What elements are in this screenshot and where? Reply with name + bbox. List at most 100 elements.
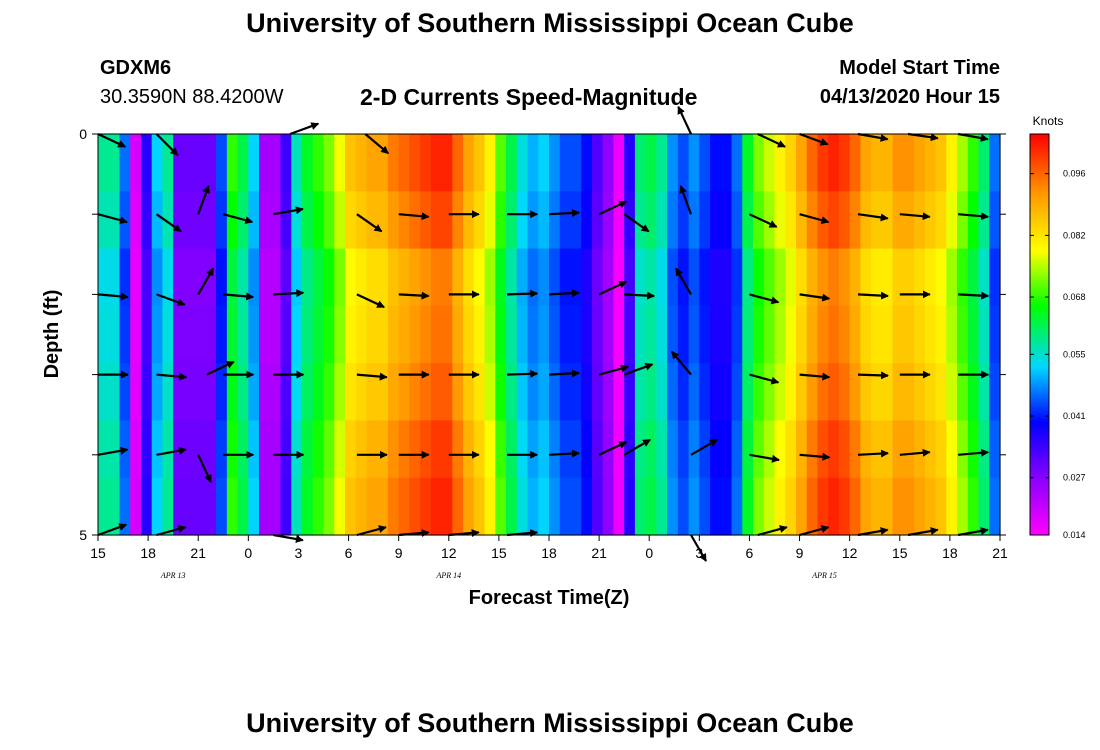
heatmap-cell: [667, 248, 679, 307]
current-vector-arrow: [749, 373, 780, 385]
heatmap-cell: [463, 420, 475, 479]
heatmap-cell: [967, 248, 980, 307]
heatmap-cell: [387, 134, 400, 192]
heatmap-cell: [914, 191, 926, 250]
current-vector-arrow: [799, 525, 830, 537]
heatmap-cell: [452, 248, 464, 307]
heatmap-cell: [398, 420, 411, 479]
heatmap-cell: [581, 305, 593, 364]
heatmap-cell: [559, 305, 572, 364]
heatmap-cell: [473, 420, 486, 479]
heatmap-cell: [570, 363, 582, 422]
current-vector-arrow: [97, 446, 129, 456]
heatmap-cell: [624, 248, 636, 307]
current-vector-arrow: [155, 133, 179, 156]
heatmap-cell: [366, 420, 378, 479]
date-labels: APR 13 APR 14 APR 15: [160, 571, 837, 580]
heatmap-cell: [710, 477, 722, 536]
heatmap-cell: [216, 248, 228, 307]
heatmap-cell: [667, 305, 679, 364]
heatmap-cell: [259, 477, 271, 536]
heatmap-cell: [409, 305, 421, 364]
x-tick-label: 21: [992, 545, 1008, 561]
heatmap-cell: [538, 305, 550, 364]
heatmap-cell: [753, 191, 765, 250]
current-vector-arrow: [548, 449, 580, 458]
x-tick-label: 12: [842, 545, 858, 561]
heatmap-cell: [817, 305, 829, 364]
heatmap-cell: [774, 305, 786, 364]
heatmap-cell: [259, 134, 271, 192]
heatmap-cell: [323, 248, 335, 307]
heatmap-cell: [570, 134, 582, 192]
heatmap-cell: [119, 248, 131, 307]
current-vector-arrow: [799, 213, 830, 225]
x-tick-label: 21: [190, 545, 206, 561]
heatmap-cell: [753, 477, 765, 536]
heatmap-cell: [194, 420, 206, 479]
x-tick-label: 9: [796, 545, 804, 561]
heatmap-cell: [495, 248, 507, 307]
heatmap-cell: [731, 248, 743, 307]
heatmap-cell: [785, 477, 797, 536]
heatmap-cell: [538, 248, 550, 307]
heatmap-cell: [967, 420, 980, 479]
heatmap-cell: [130, 248, 142, 307]
heatmap-cell: [312, 191, 325, 250]
current-vector-arrow: [356, 525, 387, 537]
heatmap-cell: [967, 477, 980, 536]
heatmap-cell: [903, 363, 915, 422]
heatmap-cell: [581, 191, 593, 250]
heatmap-cell: [506, 420, 518, 479]
heatmap-cell: [720, 477, 733, 536]
heatmap-cell: [291, 477, 303, 536]
heatmap-cell: [173, 363, 185, 422]
heatmap-cell: [248, 134, 260, 192]
plot-frame: [97, 133, 1001, 536]
heatmap-cell: [538, 363, 550, 422]
heatmap-cell: [731, 305, 743, 364]
heatmap-cell: [860, 191, 872, 250]
heatmap-cell: [216, 134, 228, 192]
heatmap-cell: [624, 477, 636, 536]
heatmap-cell: [140, 305, 153, 364]
heatmap-cell: [312, 134, 325, 192]
heatmap-cell: [860, 305, 872, 364]
current-vector-arrow: [356, 372, 388, 381]
heatmap-cell: [452, 191, 464, 250]
heatmap-cell: [312, 248, 325, 307]
heatmap-cell: [838, 191, 851, 250]
heatmap-cell: [924, 134, 937, 192]
heatmap-cell: [430, 248, 443, 307]
heatmap-cell: [624, 134, 636, 192]
heatmap-cell: [935, 305, 947, 364]
current-vector-arrow: [907, 527, 939, 537]
x-tick-label: 15: [90, 545, 106, 561]
heatmap-cell: [688, 305, 700, 364]
heatmap-cell: [398, 248, 411, 307]
heatmap-cell: [871, 248, 883, 307]
heatmap-cell: [860, 420, 872, 479]
heatmap-cell: [903, 305, 915, 364]
heatmap-cell: [269, 420, 282, 479]
heatmap-cell: [688, 191, 700, 250]
heatmap-cell: [506, 305, 518, 364]
heatmap-cell: [753, 134, 765, 192]
heatmap-cell: [473, 363, 486, 422]
heatmap-cell: [312, 363, 325, 422]
heatmap-cell: [731, 363, 743, 422]
heatmap-cell: [409, 134, 421, 192]
heatmap-cell: [613, 305, 625, 364]
heatmap-cell: [892, 134, 904, 192]
heatmap-cell: [742, 363, 754, 422]
heatmap-cell: [860, 134, 872, 192]
heatmap-cell: [463, 363, 475, 422]
heatmap-cell: [613, 363, 625, 422]
heatmap-cell: [785, 420, 797, 479]
heatmap-cell: [634, 191, 647, 250]
current-vector-arrow: [507, 369, 539, 378]
heatmap-cell: [581, 477, 593, 536]
heatmap-cell: [226, 420, 239, 479]
heatmap-cell: [753, 305, 765, 364]
heatmap-cell: [387, 477, 400, 536]
